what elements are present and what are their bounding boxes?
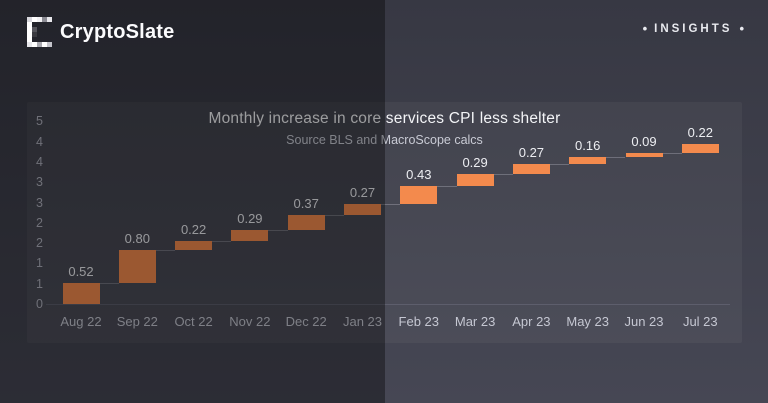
connector-line xyxy=(662,153,682,155)
waterfall-bar xyxy=(512,163,550,175)
connector-line xyxy=(549,163,570,165)
connector-line xyxy=(437,186,457,188)
x-tick-label: Aug 22 xyxy=(60,314,102,329)
bar-value-label: 0.27 xyxy=(349,184,376,200)
bar-value-label: 0.80 xyxy=(124,231,150,247)
bar-value-label: 0.27 xyxy=(518,144,545,160)
y-tick-label: 5 xyxy=(36,114,43,129)
bar-value-label: 0.09 xyxy=(631,134,657,150)
bullet-icon: • xyxy=(642,21,648,36)
y-tick-label: 1 xyxy=(36,276,43,291)
y-tick-label: 3 xyxy=(36,175,43,190)
waterfall-bar xyxy=(456,174,494,187)
x-tick-label: Jun 23 xyxy=(624,314,664,329)
bullet-icon: • xyxy=(739,21,744,36)
bar-value-label: 0.29 xyxy=(462,155,488,171)
connector-line xyxy=(99,282,119,284)
x-tick-label: Nov 22 xyxy=(229,314,271,329)
bar-value-label: 0.43 xyxy=(406,167,432,183)
x-tick-label: Jul 23 xyxy=(682,314,718,329)
x-tick-label: May 23 xyxy=(566,314,609,329)
bar-value-label: 0.22 xyxy=(180,222,207,238)
waterfall-bar xyxy=(118,250,156,283)
bar-value-label: 0.16 xyxy=(575,138,601,154)
cryptoslate-brand: CryptoSlate xyxy=(27,17,174,47)
cryptoslate-logo-icon xyxy=(27,17,52,47)
chart-title: Monthly increase in core services CPI le… xyxy=(208,110,561,127)
y-tick-label: 4 xyxy=(36,134,43,149)
waterfall-bar xyxy=(681,144,719,154)
x-tick-label: Feb 23 xyxy=(398,314,440,329)
brand-name: CryptoSlate xyxy=(60,20,175,43)
chart-subtitle: Source BLS and MacroScope calcs xyxy=(286,133,483,147)
y-tick-label: 2 xyxy=(36,236,43,251)
y-tick-label: 3 xyxy=(36,195,43,210)
x-tick-label: Dec 22 xyxy=(285,314,327,329)
x-tick-label: Apr 23 xyxy=(512,314,551,329)
bar-value-label: 0.29 xyxy=(237,210,263,226)
bar-value-label: 0.52 xyxy=(68,263,94,279)
y-tick-label: 4 xyxy=(36,154,43,169)
connector-line xyxy=(155,250,176,252)
y-tick-label: 2 xyxy=(36,215,43,230)
chart-panel: Monthly increase in core services CPI le… xyxy=(27,102,742,343)
connector-line xyxy=(493,174,513,176)
header: CryptoSlate • INSIGHTS • xyxy=(0,0,768,64)
connector-line xyxy=(212,241,232,243)
waterfall-bar xyxy=(569,157,607,164)
waterfall-bar xyxy=(400,186,438,204)
waterfall-bar xyxy=(344,203,381,215)
y-tick-label: 0 xyxy=(36,297,43,311)
connector-line xyxy=(381,203,401,205)
waterfall-bar xyxy=(287,214,325,230)
insights-badge: • INSIGHTS • xyxy=(643,21,744,36)
x-tick-label: Oct 22 xyxy=(174,314,213,329)
waterfall-bar xyxy=(62,282,100,304)
waterfall-bar xyxy=(175,241,213,251)
connector-line xyxy=(324,214,344,216)
connector-line xyxy=(268,229,288,231)
x-tick-label: Jan 23 xyxy=(342,314,383,329)
insights-label: INSIGHTS xyxy=(654,22,733,35)
bar-value-label: 0.22 xyxy=(687,125,713,141)
waterfall-bar xyxy=(231,229,269,242)
waterfall-bar xyxy=(625,153,663,157)
bar-value-label: 0.37 xyxy=(293,195,319,211)
x-axis-line xyxy=(46,304,730,305)
y-tick-label: 1 xyxy=(36,256,43,271)
x-tick-label: Sep 22 xyxy=(116,314,158,329)
x-tick-label: Mar 23 xyxy=(454,314,496,329)
connector-line xyxy=(606,157,626,159)
